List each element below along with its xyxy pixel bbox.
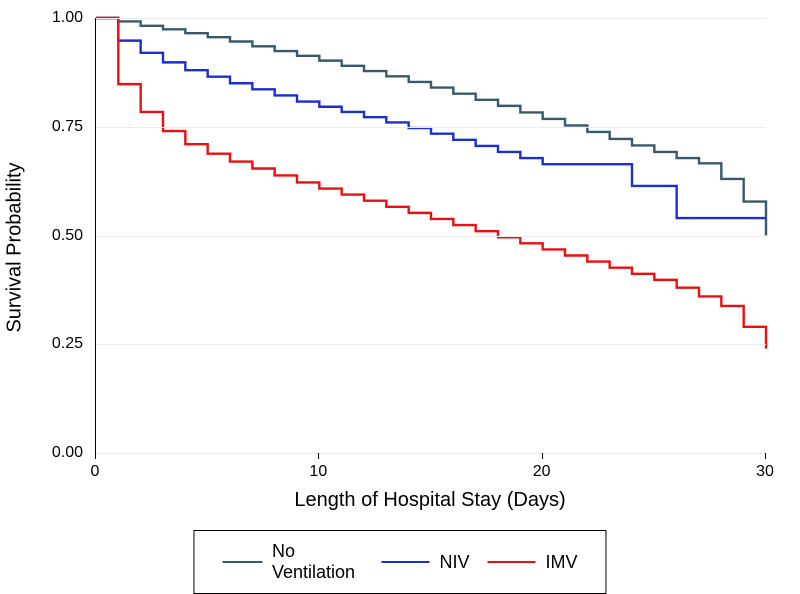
gridline [96,127,766,128]
legend-swatch [222,561,262,564]
legend-item-no_ventilation: No Ventilation [222,541,363,583]
legend-label: IMV [546,552,578,573]
survival-figure: Survival Probability Length of Hospital … [0,0,800,585]
gridline [96,236,766,237]
series-imv [96,18,766,349]
x-tick-label: 20 [533,463,551,481]
legend-item-imv: IMV [488,552,578,573]
x-tick-label: 0 [91,463,100,481]
gridline [96,18,766,19]
x-tick-mark [318,453,319,459]
x-axis-label: Length of Hospital Stay (Days) [230,489,630,512]
legend-swatch [488,561,536,564]
x-tick-label: 10 [309,463,327,481]
legend-label: No Ventilation [272,541,364,583]
legend-swatch [382,561,430,564]
legend-label: NIV [440,552,470,573]
legend: No Ventilation NIV IMV [193,530,606,594]
gridline [96,453,766,454]
legend-item-niv: NIV [382,552,470,573]
x-tick-mark [542,453,543,459]
x-tick-mark [95,453,96,459]
y-axis-label: Survival Probability [4,97,27,397]
x-tick-mark [765,453,766,459]
gridline [96,344,766,345]
x-tick-label: 30 [756,463,774,481]
plot-area [95,18,766,454]
series-niv [96,18,766,218]
